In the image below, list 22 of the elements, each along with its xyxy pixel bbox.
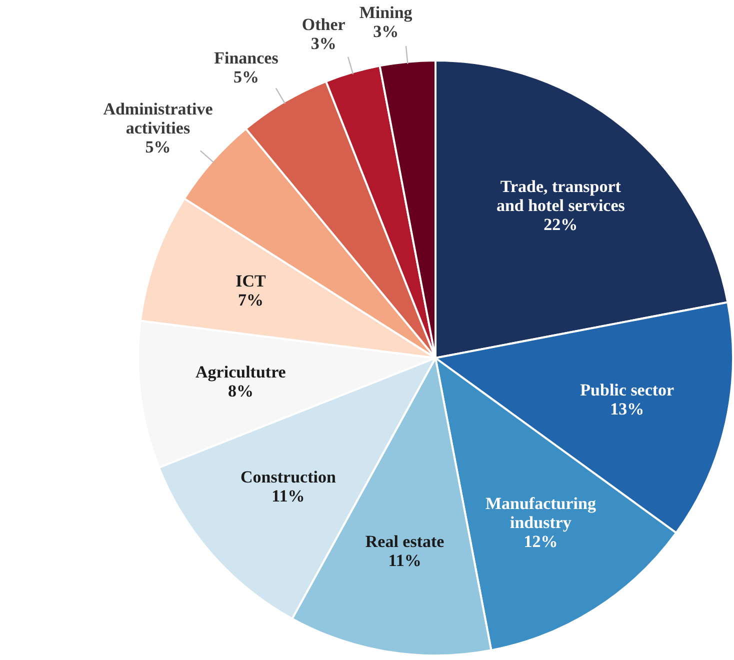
slice-label: Trade, transport and hotel services: [496, 177, 626, 216]
slice-label: Mining: [359, 2, 413, 22]
slice-label: Manufacturing industry: [485, 494, 596, 532]
data-label: 12%: [524, 532, 558, 552]
data-label: 3%: [373, 22, 399, 41]
slice-label: Agricultutre: [196, 362, 286, 382]
slice-label: Administrative activities: [103, 100, 214, 138]
data-label: 11%: [272, 486, 305, 506]
data-label: 11%: [388, 550, 422, 570]
data-label: 5%: [233, 67, 259, 86]
data-label: 7%: [238, 290, 264, 310]
data-label: 8%: [228, 382, 254, 400]
data-label: 13%: [610, 400, 644, 419]
slice-label: Construction: [240, 468, 336, 487]
data-label: 5%: [145, 138, 171, 157]
slice-label: Other: [302, 14, 346, 34]
data-label: 3%: [310, 34, 336, 53]
slice-label: ICT: [236, 271, 267, 290]
data-label: 22%: [544, 215, 578, 234]
slice-label: Finances: [214, 48, 279, 68]
slice-label: Real estate: [365, 532, 445, 551]
slice-label: Public sector: [580, 380, 675, 400]
